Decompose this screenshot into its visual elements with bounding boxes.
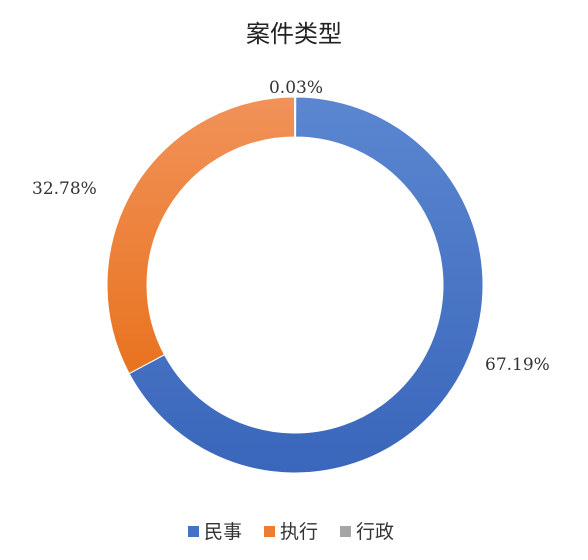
legend-swatch-zhixing (264, 526, 275, 537)
legend-swatch-xingzheng (340, 526, 351, 537)
slice-zhixing (106, 96, 296, 375)
legend-label-zhixing: 执行 (280, 521, 318, 543)
data-label-xingzheng: 0.03% (269, 78, 323, 98)
chart-title: 案件类型 (246, 20, 342, 48)
slice-minshi (128, 96, 484, 474)
data-label-minshi: 67.19% (485, 355, 550, 375)
legend: 民事 执行 行政 (188, 521, 394, 543)
slice-xingzheng (294, 96, 297, 138)
legend-swatch-minshi (188, 526, 199, 537)
legend-label-xingzheng: 行政 (356, 521, 394, 543)
donut-slices (106, 96, 484, 474)
legend-label-minshi: 民事 (204, 521, 242, 543)
data-label-zhixing: 32.78% (32, 179, 97, 199)
